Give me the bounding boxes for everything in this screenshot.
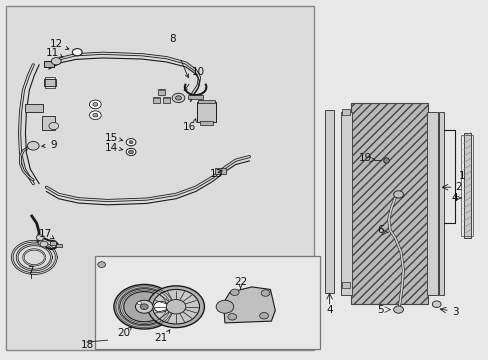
Circle shape xyxy=(147,286,204,328)
Circle shape xyxy=(126,148,136,156)
Bar xyxy=(342,109,349,115)
Bar xyxy=(341,112,351,295)
Text: 3: 3 xyxy=(451,307,458,317)
Circle shape xyxy=(152,289,199,324)
Text: 6: 6 xyxy=(376,225,383,235)
Circle shape xyxy=(431,301,440,307)
Text: 5: 5 xyxy=(376,305,383,315)
Circle shape xyxy=(128,150,133,154)
Text: 7: 7 xyxy=(27,266,34,276)
Text: 15: 15 xyxy=(104,133,118,143)
Circle shape xyxy=(175,96,181,100)
Circle shape xyxy=(93,113,98,117)
Circle shape xyxy=(135,300,153,313)
Text: 14: 14 xyxy=(104,143,118,153)
Bar xyxy=(95,256,320,349)
Text: 8: 8 xyxy=(168,34,175,44)
Circle shape xyxy=(89,100,101,109)
Bar xyxy=(460,135,472,236)
Text: 1: 1 xyxy=(458,171,465,181)
Circle shape xyxy=(153,301,168,312)
Bar xyxy=(188,95,203,99)
Circle shape xyxy=(227,314,236,320)
Bar xyxy=(50,241,56,245)
Bar xyxy=(163,97,169,103)
Text: 4: 4 xyxy=(450,193,457,203)
Text: 4: 4 xyxy=(325,305,332,315)
Circle shape xyxy=(129,141,133,144)
Polygon shape xyxy=(223,287,275,323)
Circle shape xyxy=(140,304,148,310)
Circle shape xyxy=(38,240,45,246)
Bar xyxy=(25,104,42,112)
Circle shape xyxy=(120,289,168,325)
Text: 17: 17 xyxy=(39,229,52,239)
Circle shape xyxy=(137,302,141,305)
Bar xyxy=(56,244,61,247)
Circle shape xyxy=(172,93,184,103)
Circle shape xyxy=(259,312,268,319)
Bar xyxy=(199,121,213,125)
Text: 12: 12 xyxy=(49,39,63,49)
Circle shape xyxy=(393,191,403,198)
Text: 21: 21 xyxy=(154,333,168,343)
Circle shape xyxy=(123,292,164,322)
Circle shape xyxy=(261,290,269,296)
Circle shape xyxy=(93,103,98,106)
Circle shape xyxy=(216,300,233,313)
Circle shape xyxy=(166,300,185,314)
Bar xyxy=(44,61,54,67)
Text: 10: 10 xyxy=(191,67,204,77)
Bar xyxy=(350,103,427,304)
Circle shape xyxy=(49,122,59,130)
Circle shape xyxy=(230,289,239,296)
Text: 18: 18 xyxy=(80,339,94,350)
Bar xyxy=(6,6,313,350)
Bar xyxy=(427,112,437,295)
Bar xyxy=(463,133,470,238)
Bar xyxy=(198,100,214,103)
Circle shape xyxy=(98,262,105,267)
Bar xyxy=(342,282,349,288)
Bar xyxy=(196,102,216,122)
Circle shape xyxy=(393,306,403,313)
Circle shape xyxy=(126,139,136,146)
Circle shape xyxy=(27,141,39,150)
Circle shape xyxy=(72,49,82,56)
Circle shape xyxy=(89,111,101,120)
Circle shape xyxy=(114,284,174,329)
Bar xyxy=(41,116,55,130)
Bar xyxy=(153,97,160,103)
Circle shape xyxy=(36,235,44,240)
Text: 16: 16 xyxy=(183,122,196,132)
Text: 9: 9 xyxy=(50,140,57,150)
Text: 11: 11 xyxy=(45,48,59,58)
Bar xyxy=(325,110,333,293)
Circle shape xyxy=(51,58,61,65)
Text: 13: 13 xyxy=(209,168,223,179)
Bar xyxy=(438,112,443,295)
Text: 2: 2 xyxy=(455,182,462,192)
Circle shape xyxy=(40,241,48,247)
Text: 22: 22 xyxy=(233,276,247,287)
Bar xyxy=(215,168,225,174)
Bar xyxy=(158,89,164,95)
Bar xyxy=(44,79,56,86)
Bar xyxy=(45,77,55,88)
Text: 19: 19 xyxy=(358,153,372,163)
Text: 20: 20 xyxy=(117,328,130,338)
